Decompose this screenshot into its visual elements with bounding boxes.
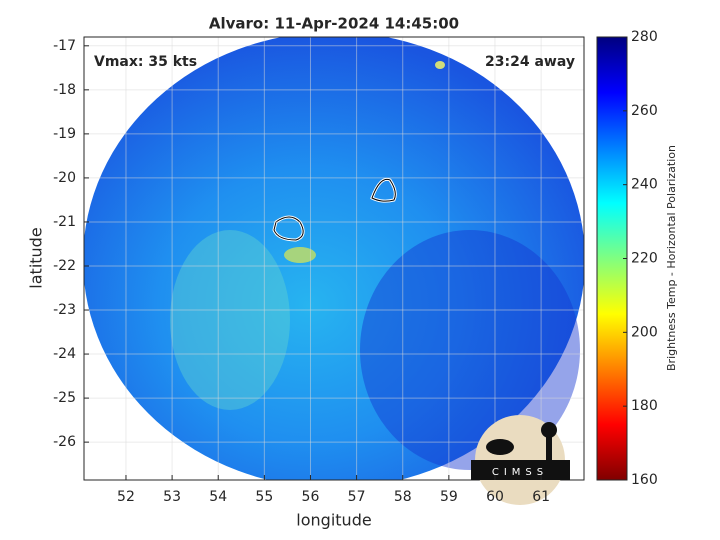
x-tick-label: 54 xyxy=(209,489,227,505)
x-axis-label: longitude xyxy=(296,511,371,530)
colorbar-tick-label: 200 xyxy=(631,324,658,340)
x-tick-label: 61 xyxy=(532,489,550,505)
y-tick-label: -21 xyxy=(53,214,76,230)
colorbar-tick-label: 260 xyxy=(631,103,658,119)
y-tick-label: -20 xyxy=(53,170,76,186)
warm-region xyxy=(170,230,290,410)
colorbar-tick-label: 280 xyxy=(631,29,658,45)
y-axis-label: latitude xyxy=(27,227,46,288)
logo: CIMSS xyxy=(471,415,570,505)
contour xyxy=(371,178,396,202)
annotation: 23:24 away xyxy=(485,54,575,70)
colorbar-tick-label: 160 xyxy=(631,472,658,488)
axes-box xyxy=(83,36,585,481)
warm-spot xyxy=(284,247,316,263)
hot-spot xyxy=(435,61,445,69)
x-tick-label: 59 xyxy=(440,489,458,505)
x-tick-label: 57 xyxy=(348,489,366,505)
x-tick-label: 60 xyxy=(486,489,504,505)
cold-region xyxy=(360,230,580,470)
image xyxy=(84,37,584,480)
annotation: Vmax: 35 kts xyxy=(94,54,197,70)
y-tick-label: -24 xyxy=(53,346,76,362)
colorbar-tick-label: 220 xyxy=(631,251,658,267)
colorbar-label: Brightness Temp - Horizontal Polarizatio… xyxy=(665,145,678,371)
y-tick-label: -25 xyxy=(53,390,76,406)
x-tick-label: 53 xyxy=(163,489,181,505)
x-tick-label: 58 xyxy=(394,489,412,505)
y-tick-label: -18 xyxy=(53,82,76,98)
swath xyxy=(84,37,584,480)
y-tick-label: -26 xyxy=(53,434,76,450)
x-tick-label: 56 xyxy=(302,489,320,505)
y-tick-label: -22 xyxy=(53,258,76,274)
colorbar-tick-label: 180 xyxy=(631,398,658,414)
colorbar xyxy=(596,36,628,481)
x-tick-label: 55 xyxy=(255,489,273,505)
colorbar-tick-label: 240 xyxy=(631,177,658,193)
y-tick-label: -19 xyxy=(53,126,76,142)
chart-title: Alvaro: 11-Apr-2024 14:45:00 xyxy=(209,15,459,33)
y-tick-label: -17 xyxy=(53,38,76,54)
contour xyxy=(273,216,304,241)
x-tick-label: 52 xyxy=(117,489,135,505)
logo-text: CIMSS xyxy=(492,467,548,478)
y-tick-label: -23 xyxy=(53,302,76,318)
